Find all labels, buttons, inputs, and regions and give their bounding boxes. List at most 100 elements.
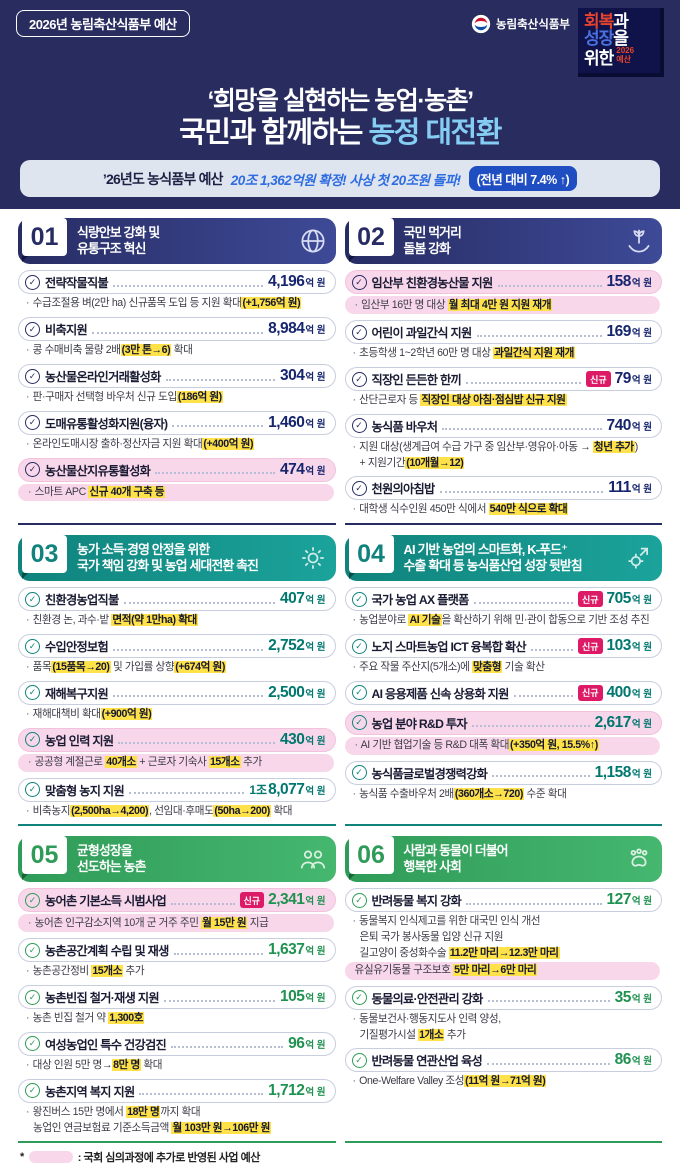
- new-badge: 신규: [577, 591, 603, 608]
- check-icon: ✓: [25, 274, 40, 290]
- dotted-leader: [171, 1045, 284, 1049]
- budget-item-row: ✓ 천원의아침밥 111 억 원: [344, 476, 662, 501]
- item-label: 농산물온라인거래활성화: [45, 370, 161, 384]
- item-detail: · 대상 인원 5만 명→8만 명 확대: [26, 1058, 163, 1071]
- dotted-leader: [492, 774, 590, 778]
- budget-item-row: ✓ 농어촌 기본소득 시범사업 신규 2,341 억 원: [18, 888, 336, 913]
- item-detail: · 비축농지(2,500ha→4,200), 선임대·후매도(50ha→200)…: [26, 804, 293, 817]
- section-header: 02 국민 먹거리 돌봄 강화: [344, 218, 662, 265]
- section-header: 06 사람과 동물이 더불어 행복한 사회: [344, 836, 662, 883]
- check-icon: ✓: [25, 368, 40, 384]
- budget-item-row: ✓ 농업 분야 R&D 투자 2,617 억 원: [344, 710, 662, 735]
- item-detail: · 임산부 16만 명 대상 월 최대 4만 원 지원 재개: [344, 296, 660, 315]
- check-icon: ✓: [25, 638, 40, 654]
- item-amount: 1,712 억 원: [268, 1081, 326, 1099]
- section-body: ✓ 전략작물직불 4,196 억 원 · 수급조절용 벼(2만 ha) 신규품목 도입 …: [18, 270, 336, 502]
- item-detail: · One-Welfare Valley 조성(11억 원→71억 원): [352, 1075, 547, 1088]
- section-header: 04 AI 기반 농업의 스마트화, K-푸드⁺ 수출 확대 등 농식품산업 성장 …: [344, 535, 662, 582]
- item-label: 농산물산지유통활성화: [45, 463, 151, 478]
- dotted-leader: [172, 424, 264, 428]
- dotted-leader: [513, 694, 573, 698]
- item-detail: · 왕진버스 15만 명에서 18만 명까지 확대: [26, 1105, 201, 1118]
- check-icon: ✓: [351, 591, 367, 607]
- check-icon: ✓: [351, 765, 367, 781]
- item-label: 농식품 바우처: [371, 419, 438, 434]
- section-number: 05: [22, 836, 67, 881]
- item-amount: 430 억 원: [280, 730, 326, 748]
- item-label: 농촌빈집 철거·재생 지원: [45, 991, 160, 1006]
- title-line1: ‘희망을 실현하는 농업·농촌’: [207, 86, 474, 115]
- check-icon: ✓: [25, 989, 40, 1005]
- item-amount: 2,752 억 원: [268, 637, 326, 655]
- footnote-text: : 국회 심의과정에 추가로 반영된 사업 예산: [77, 1152, 261, 1165]
- dotted-leader: [92, 331, 264, 334]
- item-detail: · 콩 수매비축 물량 2배(3만 톤→6) 확대: [26, 344, 193, 357]
- budget-item-row: ✓ 친환경농업직불 407 억 원: [18, 587, 336, 612]
- item-label: 직장인 든든한 한끼: [371, 373, 462, 387]
- recovery-growth-stamp: 회복과 성장을 위한 2026 예산: [578, 8, 664, 77]
- item-label: 동물의료·안전관리 강화: [371, 991, 484, 1006]
- item-label: 어린이 과일간식 지원: [371, 326, 473, 341]
- footnote: * : 국회 심의과정에 추가로 반영된 사업 예산: [0, 1145, 680, 1165]
- section-body: ✓ 국가 농업 AX 플랫폼 신규 705 억 원 · 농업분야로 AI 기술을 확산하기…: [344, 587, 662, 801]
- item-label: 천원의아침밥: [371, 482, 436, 497]
- check-icon: ✓: [351, 324, 367, 340]
- item-label: 반려동물 연관산업 육성: [371, 1054, 483, 1069]
- section-number: 06: [348, 836, 394, 881]
- item-amount: 1,158 억 원: [594, 763, 652, 781]
- section-body: ✓ 농어촌 기본소득 시범사업 신규 2,341 억 원 · 농어촌 인구감소지역 10개…: [18, 888, 336, 1135]
- item-detail: 유실유기동물 구조보호 5만 마리→6만 마리: [344, 961, 660, 980]
- item-amount: 127 억 원: [606, 891, 653, 909]
- item-label: 농식품글로벌경쟁력강화: [371, 766, 488, 781]
- page-title: ‘희망을 실현하는 농업·농촌’ 국민과 함께하는 농정 대전환: [16, 87, 664, 151]
- item-detail: · 수급조절용 벼(2만 ha) 신규품목 도입 등 지원 확대(+1,756억…: [26, 297, 302, 310]
- item-label: 반려동물 복지 강화: [371, 894, 462, 909]
- section-header: 05 균형성장을 선도하는 농촌: [18, 836, 336, 883]
- item-amount: 111 억 원: [608, 479, 652, 497]
- item-label: 국가 농업 AX 플랫폼: [371, 593, 470, 608]
- item-amount: 2,617 억 원: [594, 713, 652, 731]
- budget-item-row: ✓ 도매유통활성화지원(융자) 1,460 억 원: [18, 410, 336, 435]
- section-number: 04: [348, 535, 394, 580]
- check-icon: ✓: [25, 892, 40, 908]
- check-icon: ✓: [25, 782, 40, 798]
- item-amount: 705 억 원: [606, 590, 653, 608]
- new-badge: 신규: [577, 638, 603, 655]
- dotted-leader: [165, 378, 275, 381]
- check-icon: ✓: [25, 415, 40, 431]
- item-label: 농어촌 기본소득 시범사업: [45, 894, 167, 909]
- item-detail: · AI 기반 협업기술 등 R&D 대폭 확대(+350억 원, 15.5%↑…: [344, 736, 660, 755]
- dotted-leader: [128, 791, 245, 795]
- item-detail: · 농촌공간정비 15개소 추가: [26, 965, 145, 978]
- item-amount: 400 억 원: [606, 683, 653, 701]
- item-detail: 기질평가시설 1개소 추가: [359, 1028, 466, 1041]
- title-accent: 농정 대전환: [368, 116, 502, 149]
- item-label: AI 응용제품 신속 상용화 지원: [371, 686, 510, 701]
- dotted-leader: [476, 334, 602, 337]
- section-number: 02: [348, 218, 394, 263]
- item-label: 도매유통활성화지원(융자): [45, 416, 168, 431]
- check-icon: ✓: [351, 371, 367, 387]
- yoy-badge: (전년 대비 7.4% ↑): [468, 166, 578, 192]
- dotted-leader: [465, 381, 582, 384]
- dotted-leader: [487, 1062, 610, 1065]
- section-header: 03 농가 소득·경영 안정을 위한 국가 책임 강화 및 농업 세대전환 촉진: [18, 535, 336, 582]
- item-detail: · 농촌 빈집 철거 약 1,300호: [26, 1012, 145, 1025]
- item-detail: · 대학생 식수인원 450만 식에서 540만 식으로 확대: [352, 503, 569, 516]
- item-detail: 길고양이 중성화수술 11.2만 마리→12.3만 마리: [359, 947, 560, 960]
- ministry-logo-icon: [471, 14, 491, 34]
- check-icon: ✓: [351, 685, 367, 701]
- section-body: ✓ 반려동물 복지 강화 127 억 원 · 동물복지 인식제고를 위한 대국민 인식 …: [344, 888, 662, 1089]
- budget-item-row: ✓ 반려동물 연관산업 육성 86 억 원: [344, 1048, 662, 1073]
- ministry-name: 농림축산식품부: [495, 19, 570, 31]
- budget-item-row: ✓ AI 응용제품 신속 상용화 지원 신규 400 억 원: [344, 680, 662, 705]
- item-label: 여성농업인 특수 건강검진: [45, 1037, 167, 1052]
- summary-prefix: ’26년도 농식품부 예산: [102, 170, 224, 187]
- section-body: ✓ 임산부 친환경농산물 지원 158 억 원 · 임산부 16만 명 대상 월 최대 …: [344, 270, 662, 517]
- section-title: 균형성장을 선도하는 농촌: [77, 843, 146, 875]
- dotted-leader: [139, 1092, 264, 1096]
- item-detail: · 농식품 수출바우처 2배(360개소→720) 수준 확대: [352, 787, 567, 800]
- check-icon: ✓: [25, 942, 40, 958]
- item-amount: 35 억 원: [614, 988, 652, 1006]
- item-amount: 740 억 원: [606, 416, 653, 434]
